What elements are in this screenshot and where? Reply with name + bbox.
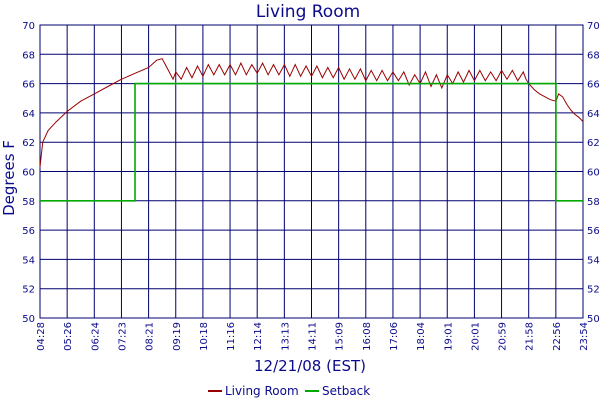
x-tick-label: 15:09 (335, 322, 346, 351)
x-tick-label: 05:26 (63, 322, 74, 351)
x-tick-label: 04:28 (36, 322, 47, 351)
x-tick-label: 12:14 (253, 322, 264, 351)
y-axis-left: 50 52 54 56 58 60 62 64 66 68 70 (22, 21, 35, 325)
y-tick-label-right: 54 (587, 255, 600, 266)
y-tick-label-left: 62 (22, 138, 35, 149)
y-tick-label-right: 64 (587, 109, 600, 120)
x-tick-label: 16:08 (362, 322, 373, 351)
y-tick-label-right: 60 (587, 168, 600, 179)
y-tick-label-left: 54 (22, 255, 35, 266)
y-tick-label-left: 60 (22, 168, 35, 179)
x-axis-title: 12/21/08 (EST) (254, 357, 366, 375)
y-axis-right: 50 52 54 56 58 60 62 64 66 68 70 (587, 21, 600, 325)
x-tick-label: 13:13 (280, 322, 291, 351)
x-tick-label: 06:24 (90, 322, 101, 351)
x-tick-label: 21:58 (525, 322, 536, 351)
y-tick-label-right: 70 (587, 21, 600, 32)
x-tick-label: 17:06 (389, 322, 400, 351)
y-tick-label-right: 58 (587, 197, 600, 208)
y-tick-label-left: 68 (22, 50, 35, 61)
x-tick-label: 20:59 (498, 322, 509, 351)
x-tick-label: 07:23 (117, 322, 128, 351)
x-tick-label: 19:01 (443, 322, 454, 351)
legend-label-setback: Setback (322, 384, 370, 398)
y-tick-label-right: 62 (587, 138, 600, 149)
y-tick-label-left: 50 (22, 314, 35, 325)
x-axis: 04:28 05:26 06:24 07:23 08:21 09:19 10:18 11:16… (36, 322, 590, 351)
plot-border (39, 24, 584, 319)
y-tick-label-left: 70 (22, 21, 35, 32)
legend-label-living-room: Living Room (225, 384, 299, 398)
chart-title: Living Room (256, 2, 360, 22)
x-tick-label: 20:01 (470, 322, 481, 351)
y-tick-label-right: 68 (587, 50, 600, 61)
y-tick-label-right: 66 (587, 80, 600, 91)
x-tick-label: 14:11 (308, 322, 319, 351)
x-tick-label: 10:18 (199, 322, 210, 351)
series-line-living-room (39, 58, 584, 168)
x-tick-label: 09:19 (172, 322, 183, 351)
plot-area (39, 24, 584, 319)
x-tick-label: 08:21 (145, 322, 156, 351)
y-tick-label-right: 52 (587, 285, 600, 296)
x-tick-label: 22:56 (552, 322, 563, 351)
y-tick-label-left: 52 (22, 285, 35, 296)
y-tick-label-left: 66 (22, 80, 35, 91)
legend: Living Room Setback (208, 384, 370, 398)
series-line-setback (40, 82, 583, 202)
x-tick-label: 11:16 (226, 322, 237, 351)
y-tick-label-left: 56 (22, 226, 35, 237)
x-tick-label: 18:04 (416, 322, 427, 351)
y-tick-label-left: 64 (22, 109, 35, 120)
y-axis-title: Degrees F (0, 140, 18, 216)
y-tick-label-right: 56 (587, 226, 600, 237)
y-tick-label-left: 58 (22, 197, 35, 208)
y-tick-label-right: 50 (587, 314, 600, 325)
x-tick-label: 23:54 (579, 322, 590, 351)
